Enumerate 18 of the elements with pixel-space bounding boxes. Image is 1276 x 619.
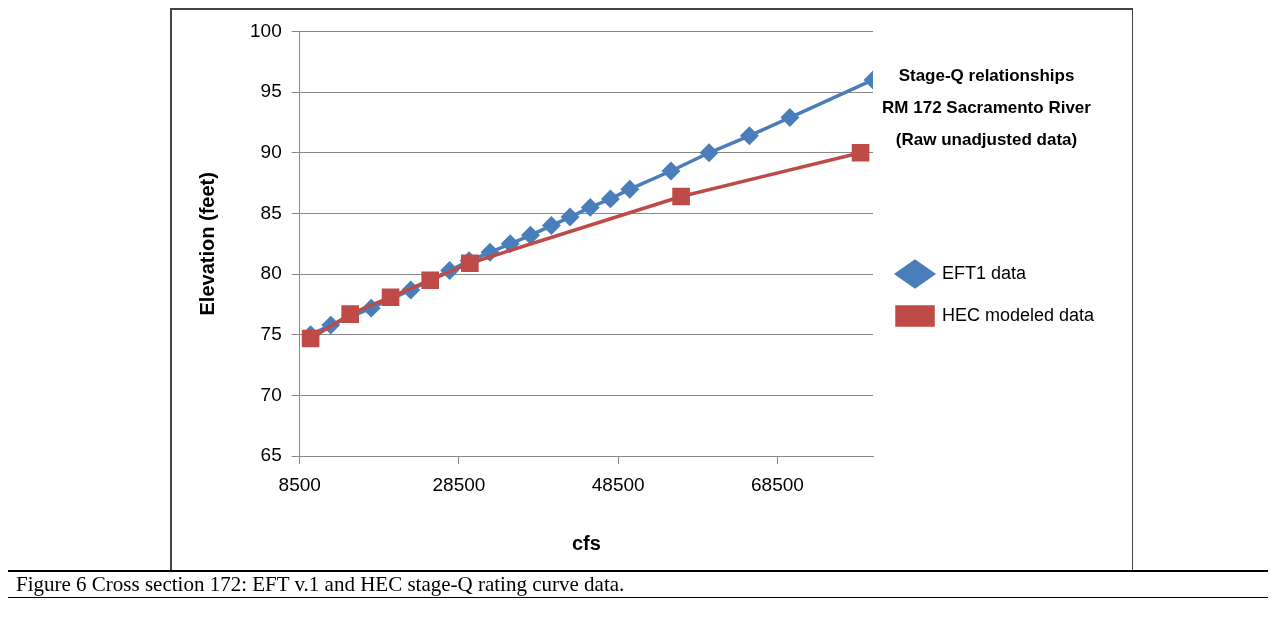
legend-label: HEC modeled data [942, 304, 1096, 325]
y-tick-label: 85 [260, 201, 282, 223]
y-tick-label: 95 [260, 80, 282, 102]
y-tick-label: 65 [260, 444, 282, 466]
y-tick-label: 100 [250, 19, 282, 41]
x-tick-label: 48500 [591, 473, 645, 495]
y-tick-label: 90 [260, 141, 282, 163]
y-tick-label: 70 [260, 383, 282, 405]
legend-label: EFT1 data [942, 262, 1028, 283]
text: Stage-Q relationships RM 172 Sacramento River (Raw unadjusted data) [882, 66, 1092, 150]
y-tick-label: 75 [260, 323, 282, 345]
y-tick-label: 80 [260, 262, 282, 284]
y-axis-title: Elevation (feet) [195, 172, 218, 316]
x-tick-label: 28500 [432, 473, 486, 495]
x-axis-title: cfs [571, 531, 601, 554]
x-tick-label: 68500 [751, 473, 804, 495]
x-tick-label: 8500 [278, 473, 321, 495]
caption: Figure 6 Cross section 172: EFT v.1 and HEC stage-Q rating curve data. [16, 572, 626, 597]
